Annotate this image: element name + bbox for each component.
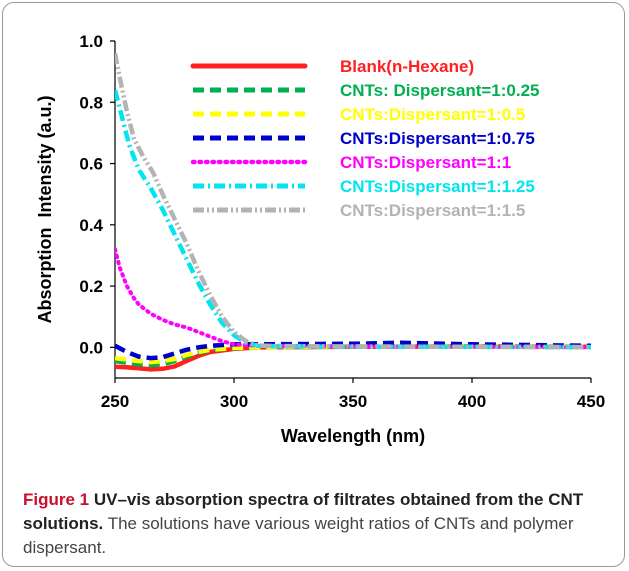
legend-label-6: CNTs:Dispersant=1:1.25 bbox=[340, 177, 535, 196]
legend-label-2: CNTs: Dispersant=1:0.25 bbox=[340, 81, 540, 100]
series-line-4 bbox=[115, 340, 591, 361]
x-tick-label: 300 bbox=[220, 392, 248, 411]
figure-caption: Figure 1 UV–vis absorption spectra of fi… bbox=[23, 488, 613, 560]
caption-title: UV–vis absorption spectra of filtrates o… bbox=[23, 490, 584, 533]
figure-label: Figure 1 bbox=[23, 490, 90, 509]
x-tick-label: 400 bbox=[458, 392, 486, 411]
y-axis-label: Absorption Intensity (a.u.) bbox=[35, 95, 55, 323]
series-line-5 bbox=[115, 247, 591, 350]
legend-label-5: CNTs:Dispersant=1:1 bbox=[340, 153, 511, 172]
y-tick-label: 0.6 bbox=[79, 155, 103, 174]
x-tick-label: 350 bbox=[339, 392, 367, 411]
y-tick-label: 1.0 bbox=[79, 32, 103, 51]
y-tick-label: 0.4 bbox=[79, 216, 103, 235]
series-line-7 bbox=[115, 52, 591, 350]
uv-vis-chart: 0.0 0.2 0.4 0.6 0.8 1.0 250 300 350 400 450 Blank(… bbox=[35, 32, 605, 446]
legend-label-1: Blank(n-Hexane) bbox=[340, 57, 474, 76]
legend-label-3: CNTs:Dispersant=1:0.5 bbox=[340, 105, 525, 124]
x-tick-label: 450 bbox=[577, 392, 605, 411]
y-tick-label: 0.2 bbox=[79, 277, 103, 296]
y-tick-label: 0.0 bbox=[79, 338, 103, 357]
y-tick-label: 0.8 bbox=[79, 93, 103, 112]
legend-label-7: CNTs:Dispersant=1:1.5 bbox=[340, 201, 525, 220]
x-tick-label: 250 bbox=[101, 392, 129, 411]
caption-text: The solutions have various weight ratios… bbox=[23, 514, 574, 557]
legend-label-4: CNTs:Dispersant=1:0.75 bbox=[340, 129, 535, 148]
x-axis-label: Wavelength (nm) bbox=[281, 426, 425, 446]
